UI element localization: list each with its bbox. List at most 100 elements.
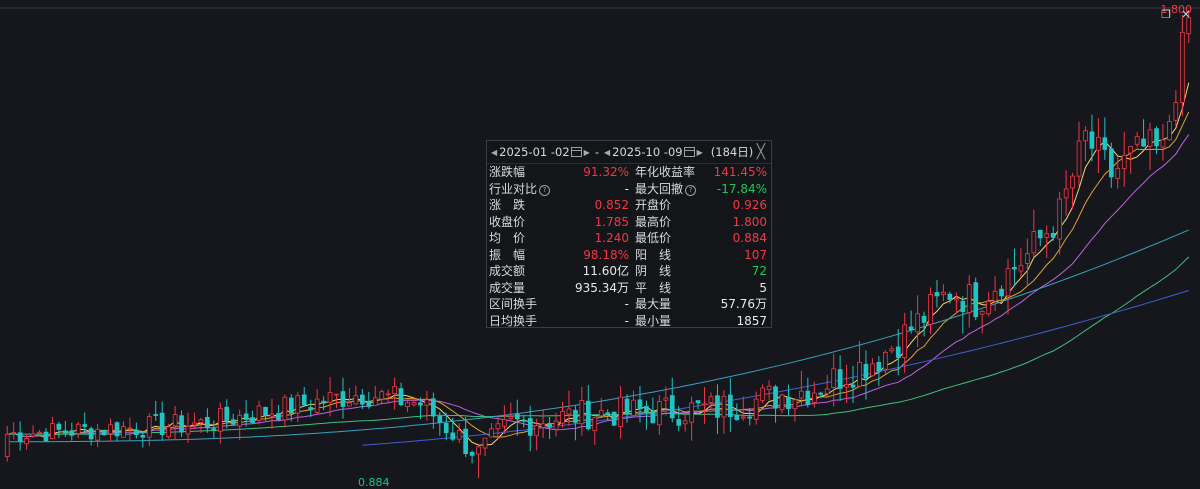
candle [960, 296, 966, 334]
stat-label-l1: 涨跌幅 [489, 165, 526, 179]
candle [476, 445, 481, 478]
candle-body [966, 284, 972, 313]
candle [954, 292, 959, 314]
candle-body [598, 410, 604, 417]
candle-body [56, 423, 62, 430]
candle [824, 374, 830, 398]
candle-body [153, 414, 159, 416]
stats-row: 均 价 1.240 最低价 0.884 [487, 230, 771, 247]
help-icon[interactable]: ? [539, 184, 551, 196]
candle-body [321, 400, 327, 404]
candle [224, 399, 230, 429]
candle-body [30, 433, 36, 437]
candle-body [631, 399, 636, 416]
candle-body [17, 432, 23, 442]
end-next-arrow-icon[interactable]: ▶ [696, 147, 703, 157]
start-prev-arrow-icon[interactable]: ◀ [491, 147, 498, 157]
candle-body [392, 386, 398, 394]
candle [747, 407, 753, 426]
candle-body [95, 428, 100, 441]
candle [702, 387, 707, 424]
candle-body [75, 423, 81, 435]
candle-body [799, 390, 804, 399]
candle-body [973, 282, 979, 318]
stats-row: 振 幅 98.18% 阳 线 107 [487, 247, 771, 264]
candle [372, 385, 378, 406]
candle [786, 384, 791, 416]
candle-body [611, 411, 617, 426]
start-calendar-icon[interactable] [570, 147, 582, 157]
candle-body [818, 392, 824, 395]
candle [534, 418, 540, 451]
candle-body [314, 398, 320, 413]
candle [934, 279, 940, 308]
candle-body [547, 422, 552, 428]
candle [721, 390, 727, 434]
candle [392, 377, 398, 410]
candle [521, 414, 527, 428]
candle [766, 380, 772, 400]
end-date[interactable]: 2025-10 -09 [612, 145, 683, 159]
candle [43, 427, 49, 442]
candle-body [398, 388, 404, 406]
candle-body [334, 393, 339, 396]
stats-row: 收盘价 1.785 最高价 1.800 [487, 214, 771, 231]
candle-body [1180, 31, 1185, 103]
stat-label-l2: 开盘价 [635, 198, 672, 212]
candle-body [295, 395, 301, 414]
candle [1121, 131, 1127, 187]
candle-body [256, 405, 262, 421]
close-chart-icon[interactable]: ✕ [1181, 8, 1191, 21]
stat-value-v2: 57.76万 [720, 297, 767, 311]
window-restore-icon[interactable]: ❐ [1161, 8, 1171, 21]
candle-body [689, 402, 695, 423]
candle [450, 417, 456, 442]
stat-value-v2: 0.884 [732, 231, 767, 245]
candle-body [566, 408, 572, 415]
candle-body [895, 346, 901, 358]
candle [1031, 209, 1037, 258]
candle [928, 287, 933, 335]
candle-body [728, 394, 733, 418]
candle [276, 405, 281, 421]
candle-body [250, 417, 255, 424]
candle [63, 420, 68, 437]
candle-body [850, 384, 856, 388]
candle-body [1128, 146, 1133, 154]
candle-body [1173, 102, 1179, 121]
candle [159, 401, 165, 441]
stat-label-l2: 最大量 [635, 297, 672, 311]
candle-body [721, 395, 727, 418]
end-calendar-icon[interactable] [683, 147, 695, 157]
candle-body [353, 395, 359, 405]
candle [631, 390, 636, 417]
help-icon[interactable]: ? [685, 184, 697, 196]
candle [1096, 118, 1101, 174]
candle [1134, 132, 1140, 148]
candle [230, 413, 236, 426]
candle [844, 364, 849, 403]
candle [482, 437, 488, 457]
candle-body [624, 398, 630, 414]
candle [734, 403, 740, 421]
candle [831, 353, 837, 407]
start-date[interactable]: 2025-01 -02 [499, 145, 570, 159]
start-next-arrow-icon[interactable]: ▶ [583, 147, 590, 157]
candle [1076, 121, 1082, 187]
candle-body [979, 311, 985, 315]
ma10-line [7, 111, 1190, 438]
candle [495, 415, 501, 439]
candle [146, 413, 152, 447]
candle [56, 421, 62, 439]
candle [288, 394, 294, 422]
candle [560, 401, 565, 428]
panel-close-icon[interactable]: ╳ [756, 144, 765, 160]
candle-body [204, 416, 210, 429]
candle [889, 345, 895, 354]
candle [1173, 90, 1179, 127]
stat-label-l1: 均 价 [489, 231, 526, 245]
candle [37, 430, 42, 436]
end-prev-arrow-icon[interactable]: ◀ [603, 147, 611, 157]
